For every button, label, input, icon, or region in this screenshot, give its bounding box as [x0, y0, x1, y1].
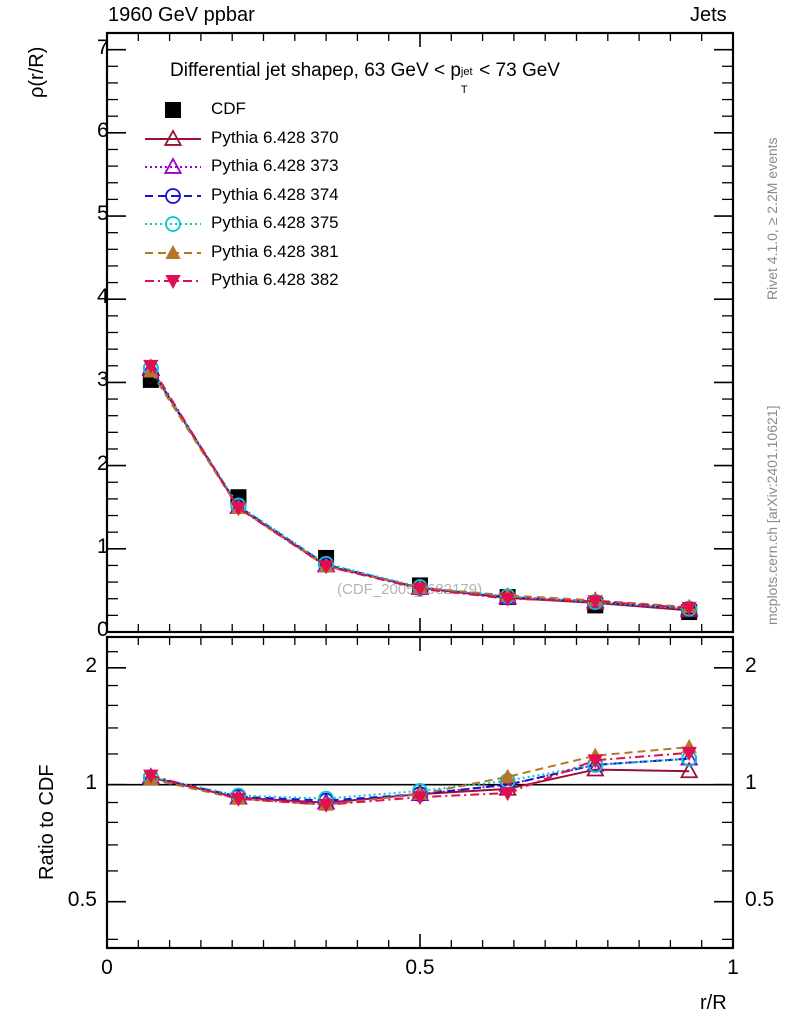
ratio-y-tick-label-right: 1 [745, 770, 757, 794]
data-point-marker [230, 502, 247, 517]
data-point-marker [165, 244, 181, 259]
data-point-marker [587, 754, 603, 769]
x-axis-label: r/R [700, 992, 727, 1014]
legend-marker-circle-open [145, 216, 201, 232]
data-point-marker [165, 102, 181, 118]
main-series-line [149, 367, 690, 610]
x-tick-label: 1 [727, 956, 739, 979]
legend-label: Pythia 6.428 381 [211, 241, 339, 261]
legend-marker-triangle-down-filled [145, 275, 201, 290]
data-point-marker [587, 595, 603, 610]
legend-label: Pythia 6.428 382 [211, 270, 339, 289]
data-point-marker [679, 761, 699, 779]
legend-marker-triangle-up-open [145, 128, 201, 146]
data-point-marker [499, 768, 516, 783]
plot-title: Differential jet shapeρ, 63 GeV < p jet T … [170, 60, 560, 96]
main-series-line [149, 367, 690, 610]
data-point-marker [499, 592, 516, 607]
data-point-marker [143, 769, 159, 784]
header-analysis-label: Jets [690, 4, 727, 26]
ratio-y-tick-label-left: 0.5 [67, 887, 97, 911]
legend-label: Pythia 6.428 374 [211, 184, 339, 204]
legend-marker-triangle-up-open [145, 157, 201, 174]
data-point-marker [586, 754, 605, 772]
legend-marker-square-filled [165, 102, 181, 118]
plot-title-subscript: T [460, 84, 468, 96]
data-point-marker [165, 187, 181, 204]
data-point-marker [230, 792, 247, 807]
data-point-marker [412, 791, 428, 806]
ratio-y-tick-label-left: 2 [85, 653, 97, 677]
plot-title-suffix: < 73 GeV [473, 60, 560, 81]
ratio-series-group [141, 739, 699, 813]
data-point-marker [165, 216, 181, 232]
data-point-marker [165, 275, 181, 290]
data-point-marker [163, 128, 183, 146]
legend-label: CDF [211, 99, 246, 118]
data-point-marker [681, 601, 697, 616]
header-beam-label: 1960 GeV ppbar [108, 4, 255, 26]
main-series-line [149, 365, 690, 609]
data-point-marker [586, 759, 605, 777]
data-point-marker [679, 748, 699, 766]
data-point-marker [163, 157, 183, 174]
legend-label: Pythia 6.428 370 [211, 127, 339, 147]
main-series-group [141, 358, 699, 621]
legend-label: Pythia 6.428 373 [211, 156, 339, 175]
data-point-marker [681, 746, 697, 761]
legend-marker-triangle-up-filled [145, 244, 201, 259]
ratio-y-tick-label-right: 2 [745, 653, 757, 677]
main-series-line [149, 367, 690, 610]
data-point-marker [412, 582, 428, 597]
ratio-y-tick-label-right: 0.5 [745, 887, 775, 911]
data-point-marker [143, 359, 159, 374]
legend-marker-circle-open [145, 187, 201, 204]
data-point-marker [318, 560, 334, 575]
plot-title-superscript: jet [460, 66, 473, 78]
legend-label: Pythia 6.428 375 [211, 213, 339, 232]
x-tick-label: 0 [101, 956, 113, 979]
data-point-marker [318, 798, 334, 813]
main-panel-frame [105, 31, 735, 634]
data-point-marker [499, 787, 516, 802]
ratio-y-tick-label-left: 1 [85, 770, 97, 794]
analysis-id-watermark: (CDF_2005_I682179) [337, 581, 483, 598]
x-tick-label: 0.5 [405, 956, 435, 979]
plot-title-prefix: Differential jet shapeρ, 63 GeV < p [170, 60, 461, 81]
